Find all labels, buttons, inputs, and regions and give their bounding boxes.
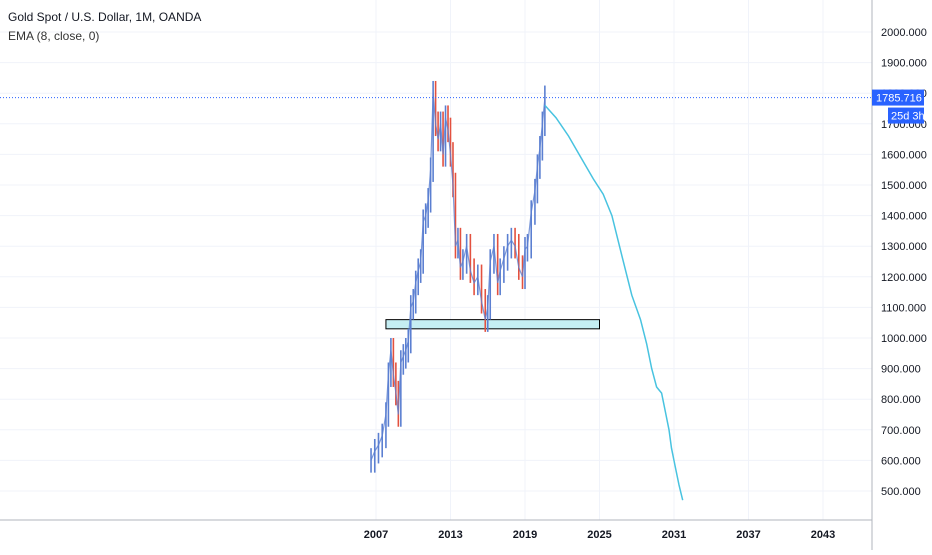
chart-legend: Gold Spot / U.S. Dollar, 1M, OANDA EMA (… bbox=[8, 8, 201, 46]
x-tick-label: 2031 bbox=[662, 529, 686, 541]
price-series-line bbox=[370, 93, 546, 461]
current-price-value: 1785.716 bbox=[876, 93, 922, 105]
x-tick-label: 2037 bbox=[736, 529, 760, 541]
x-tick-label: 2025 bbox=[587, 529, 611, 541]
ema-indicator-label[interactable]: EMA (8, close, 0) bbox=[8, 29, 100, 43]
countdown-badge bbox=[888, 107, 924, 124]
y-tick-label: 700.000 bbox=[881, 425, 921, 437]
y-tick-label: 1400.000 bbox=[881, 211, 927, 223]
y-tick-label: 600.000 bbox=[881, 455, 921, 467]
current-price-badge bbox=[872, 89, 924, 106]
y-tick-label: 1500.000 bbox=[881, 180, 927, 192]
x-tick-label: 2007 bbox=[364, 529, 388, 541]
y-tick-label: 500.000 bbox=[881, 486, 921, 498]
y-tick-label: 1900.000 bbox=[881, 58, 927, 70]
y-tick-label: 2000.000 bbox=[881, 27, 927, 39]
y-tick-label: 1200.000 bbox=[881, 272, 927, 284]
support-zone-rectangle[interactable] bbox=[385, 319, 600, 330]
y-tick-label: 1000.000 bbox=[881, 333, 927, 345]
y-tick-label: 1300.000 bbox=[881, 241, 927, 253]
x-tick-label: 2019 bbox=[513, 529, 537, 541]
projection-line[interactable] bbox=[544, 104, 684, 501]
y-tick-label: 1600.000 bbox=[881, 149, 927, 161]
x-tick-label: 2013 bbox=[438, 529, 462, 541]
y-tick-label: 1100.000 bbox=[881, 302, 926, 314]
x-tick-label: 2043 bbox=[811, 529, 835, 541]
countdown-label: 25d 3h bbox=[891, 111, 925, 123]
symbol-title[interactable]: Gold Spot / U.S. Dollar, 1M, OANDA bbox=[8, 10, 202, 24]
y-tick-label: 900.000 bbox=[881, 364, 921, 376]
y-tick-label: 800.000 bbox=[881, 394, 921, 406]
